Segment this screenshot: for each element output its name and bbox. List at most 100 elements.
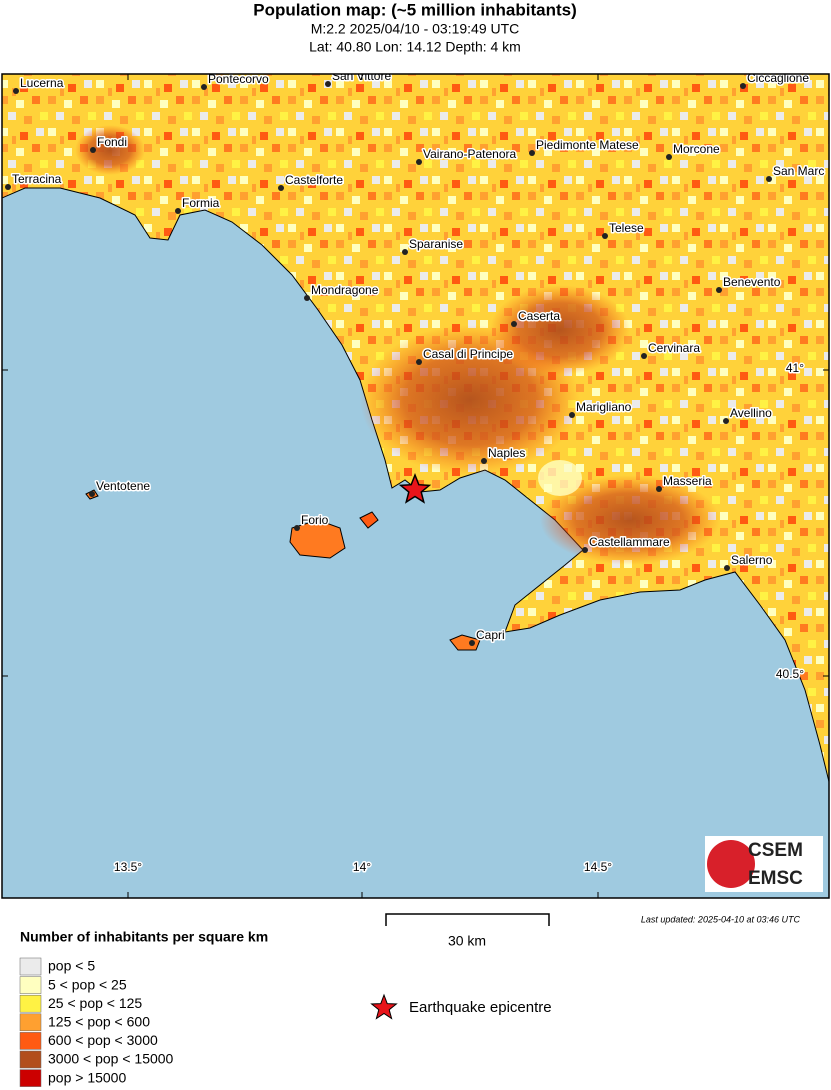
city-dot bbox=[666, 154, 672, 160]
city-label: Ventotene bbox=[96, 479, 150, 493]
city-label: Castellammare bbox=[589, 535, 670, 549]
legend-swatch bbox=[19, 1013, 42, 1032]
island-procida bbox=[359, 511, 379, 529]
cities: Lucerna Pontecorvo San Vittore CiccaglioneF… bbox=[5, 71, 826, 646]
lat-label: 41° bbox=[786, 361, 804, 375]
city-dot bbox=[582, 547, 588, 553]
city-label: Vairano-Patenora bbox=[423, 147, 516, 161]
city-dot bbox=[511, 321, 517, 327]
epicentre bbox=[398, 472, 432, 504]
city-label: Pontecorvo bbox=[208, 72, 269, 86]
legend-swatch bbox=[19, 1069, 42, 1087]
legend-label: pop < 5 bbox=[48, 958, 95, 974]
legend-label: pop > 15000 bbox=[48, 1069, 126, 1085]
city-dot bbox=[304, 295, 310, 301]
legend-label: 600 < pop < 3000 bbox=[48, 1032, 158, 1048]
legend-epicentre: Earthquake epicentre bbox=[409, 999, 552, 1016]
city-dot bbox=[416, 159, 422, 165]
lon-label: 14.5° bbox=[584, 860, 612, 874]
city-label: Avellino bbox=[730, 406, 772, 420]
city-label: Marigliano bbox=[576, 400, 632, 414]
dense-area bbox=[540, 475, 720, 565]
city-dot bbox=[201, 84, 207, 90]
legend-swatch bbox=[19, 1050, 42, 1069]
logo: CSEM EMSC bbox=[705, 836, 823, 892]
title: Population map: (~5 million inhabitants) bbox=[253, 0, 576, 19]
city-dot bbox=[325, 81, 331, 87]
lon-label: 14° bbox=[353, 860, 371, 874]
city-label: Sparanise bbox=[409, 237, 463, 251]
lat-label: 40.5° bbox=[776, 667, 804, 681]
lon-label: 13.5° bbox=[114, 860, 142, 874]
city-label: Forio bbox=[301, 513, 329, 527]
legend-label: 125 < pop < 600 bbox=[48, 1014, 150, 1030]
city-dot bbox=[469, 640, 475, 646]
island-ischia bbox=[289, 519, 346, 559]
city-label: Piedimonte Matese bbox=[536, 138, 639, 152]
city-label: Morcone bbox=[673, 142, 720, 156]
legend: pop < 5 5 < pop < 25 25 < pop < 125 125 < p… bbox=[19, 957, 174, 1087]
city-label: Cervinara bbox=[648, 341, 700, 355]
city-label: Formia bbox=[182, 196, 220, 210]
logo-text: CSEM bbox=[748, 840, 803, 861]
city-label: Fondi bbox=[97, 135, 127, 149]
city-dot bbox=[402, 249, 408, 255]
graticule: 41° 40.5° 13.5° 14° 14.5° bbox=[2, 74, 829, 898]
city-label: Capri bbox=[476, 628, 505, 642]
legend-swatch bbox=[19, 976, 42, 994]
location: Lat: 40.80 Lon: 14.12 Depth: 4 km bbox=[309, 39, 521, 55]
map-frame bbox=[1, 73, 830, 899]
legend-title: Number of inhabitants per square km bbox=[20, 929, 268, 945]
city-dot bbox=[641, 353, 647, 359]
city-dot bbox=[766, 176, 772, 182]
city-label: Naples bbox=[488, 446, 525, 460]
city-label: Masseria bbox=[663, 474, 712, 488]
island-capri bbox=[449, 634, 481, 651]
city-label: Salerno bbox=[731, 553, 773, 567]
city-dot bbox=[90, 147, 96, 153]
dense-area bbox=[490, 285, 630, 375]
legend-label: 25 < pop < 125 bbox=[48, 995, 142, 1011]
city-label: Casal di Principe bbox=[423, 347, 513, 361]
city-label: Benevento bbox=[723, 275, 781, 289]
city-dot bbox=[716, 287, 722, 293]
legend-epicentre-symbol bbox=[370, 993, 398, 1020]
city-dot bbox=[724, 565, 730, 571]
city-dot bbox=[656, 486, 662, 492]
legend-label: 5 < pop < 25 bbox=[48, 976, 127, 992]
city-label: Lucerna bbox=[20, 76, 64, 90]
city-dot bbox=[416, 359, 422, 365]
city-dot bbox=[481, 458, 487, 464]
dense-area bbox=[75, 125, 145, 175]
city-label: Caserta bbox=[518, 309, 560, 323]
city-dot bbox=[602, 233, 608, 239]
city-label: Terracina bbox=[12, 172, 62, 186]
city-dot bbox=[294, 525, 300, 531]
scale-label: 30 km bbox=[448, 933, 486, 949]
map: Lucerna Pontecorvo San Vittore CiccaglioneF… bbox=[2, 71, 829, 898]
legend-swatch bbox=[19, 1032, 42, 1050]
city-dot bbox=[723, 418, 729, 424]
city-dot bbox=[529, 150, 535, 156]
city-label: San Marc bbox=[773, 164, 824, 178]
last-updated: Last updated: 2025-04-10 at 03:46 UTC bbox=[641, 914, 801, 924]
logo-globe bbox=[707, 840, 755, 888]
city-dot bbox=[175, 208, 181, 214]
logo-text: EMSC bbox=[748, 868, 803, 889]
city-dot bbox=[740, 83, 746, 89]
city-dot bbox=[5, 184, 11, 190]
city-label: Telese bbox=[609, 221, 644, 235]
vesuvius bbox=[538, 460, 582, 496]
city-dot bbox=[13, 88, 19, 94]
city-dot bbox=[89, 491, 95, 497]
legend-swatch bbox=[19, 957, 42, 976]
legend-label: 3000 < pop < 15000 bbox=[48, 1051, 174, 1067]
legend-swatch bbox=[19, 994, 42, 1013]
city-label: Castelforte bbox=[285, 173, 343, 187]
city-dot bbox=[569, 412, 575, 418]
subtitle: M:2.2 2025/04/10 - 03:19:49 UTC bbox=[311, 21, 520, 37]
scale-bar bbox=[385, 913, 550, 926]
city-label: Ciccaglione bbox=[747, 71, 809, 85]
city-label: Mondragone bbox=[311, 283, 379, 297]
